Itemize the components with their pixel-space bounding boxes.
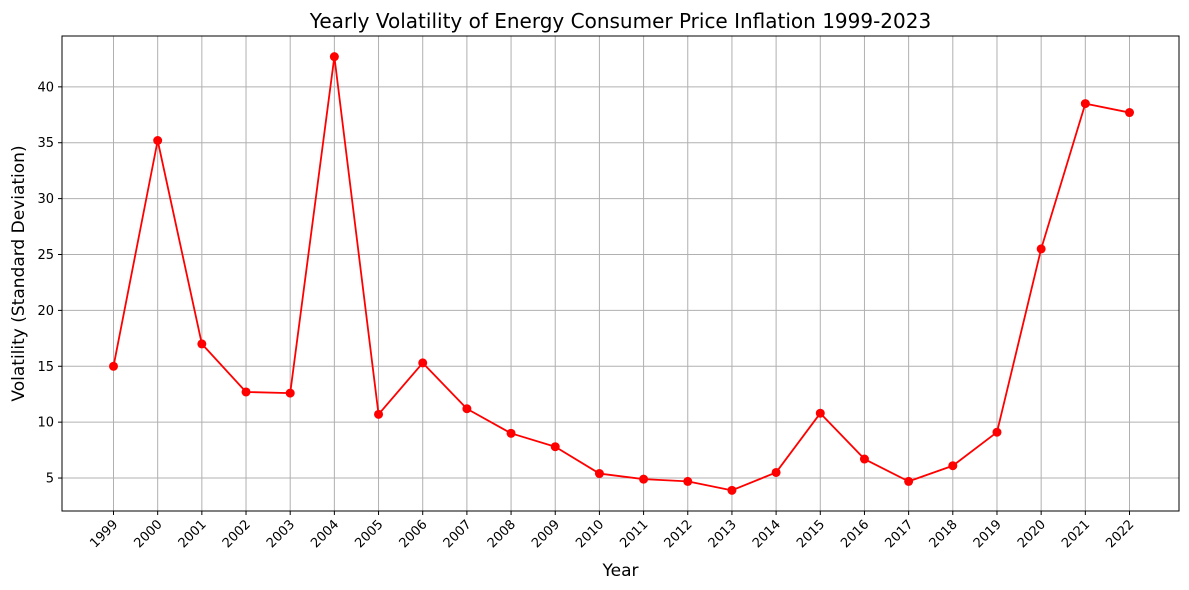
data-point — [771, 467, 781, 477]
y-tick-label: 20 — [37, 304, 54, 319]
series-line-layer — [109, 52, 1134, 495]
y-tick-label: 15 — [37, 360, 54, 375]
plot-frame — [61, 35, 1180, 512]
y-tick-label: 30 — [37, 192, 54, 207]
x-tick-label: 2013 — [706, 517, 740, 551]
x-tick-label: 2018 — [927, 517, 961, 551]
data-point — [506, 428, 516, 438]
x-tick-label: 2002 — [220, 517, 254, 551]
data-point — [815, 408, 825, 418]
x-tick-label: 2021 — [1059, 517, 1093, 551]
y-axis-ticks: 5 10 15 20 25 30 35 40 — [37, 80, 62, 487]
x-tick-label: 2008 — [485, 517, 519, 551]
x-tick-label: 2000 — [131, 517, 165, 551]
y-tick-label: 35 — [37, 136, 54, 151]
data-point — [285, 388, 295, 398]
x-tick-label: 2004 — [308, 517, 342, 551]
data-point — [992, 427, 1002, 437]
x-tick-label: 2016 — [838, 517, 872, 551]
x-tick-label: 2009 — [529, 517, 563, 551]
x-tick-label: 2014 — [750, 517, 784, 551]
x-tick-label: 2001 — [176, 517, 210, 551]
series-line — [112, 55, 1130, 492]
x-tick-label: 2012 — [662, 517, 696, 551]
y-tick-label: 40 — [37, 80, 54, 95]
data-point — [109, 361, 118, 371]
data-point — [418, 358, 428, 368]
data-point — [1080, 99, 1090, 109]
data-point — [329, 52, 339, 62]
chart-title: Yearly Volatility of Energy Consumer Pri… — [309, 9, 931, 33]
data-point — [727, 485, 737, 495]
data-point — [241, 387, 251, 397]
data-point — [374, 409, 384, 419]
data-point — [904, 476, 914, 486]
x-tick-label: 2022 — [1103, 517, 1137, 551]
x-tick-label: 2019 — [971, 517, 1005, 551]
data-point — [1125, 108, 1134, 118]
data-point — [859, 454, 869, 464]
data-point — [683, 476, 693, 486]
x-tick-label: 2017 — [882, 517, 916, 551]
data-point — [197, 339, 207, 349]
data-point — [639, 474, 649, 484]
data-point — [1036, 244, 1046, 254]
x-tick-label: 2010 — [573, 517, 607, 551]
x-tick-label: 2020 — [1015, 517, 1049, 551]
x-tick-label: 1999 — [87, 517, 121, 551]
x-tick-label: 2011 — [617, 517, 651, 551]
x-axis-ticks: 1999 2000 2001 2002 2003 2004 2005 2006 2007 2008… — [87, 511, 1137, 551]
y-axis-label: Volatility (Standard Deviation) — [9, 145, 29, 401]
y-tick-label: 25 — [37, 248, 54, 263]
x-tick-label: 2005 — [352, 517, 386, 551]
data-point — [594, 469, 604, 479]
data-point — [550, 442, 560, 452]
x-tick-label: 2015 — [794, 517, 828, 551]
data-point — [153, 136, 163, 145]
data-point — [948, 461, 958, 471]
y-tick-label: 10 — [37, 416, 54, 431]
x-tick-label: 2006 — [397, 517, 431, 551]
x-tick-label: 2007 — [441, 517, 475, 551]
y-tick-label: 5 — [46, 472, 54, 487]
x-tick-label: 2003 — [264, 517, 298, 551]
x-axis-label: Year — [602, 561, 639, 581]
grid — [62, 36, 1179, 511]
data-point — [462, 404, 472, 414]
